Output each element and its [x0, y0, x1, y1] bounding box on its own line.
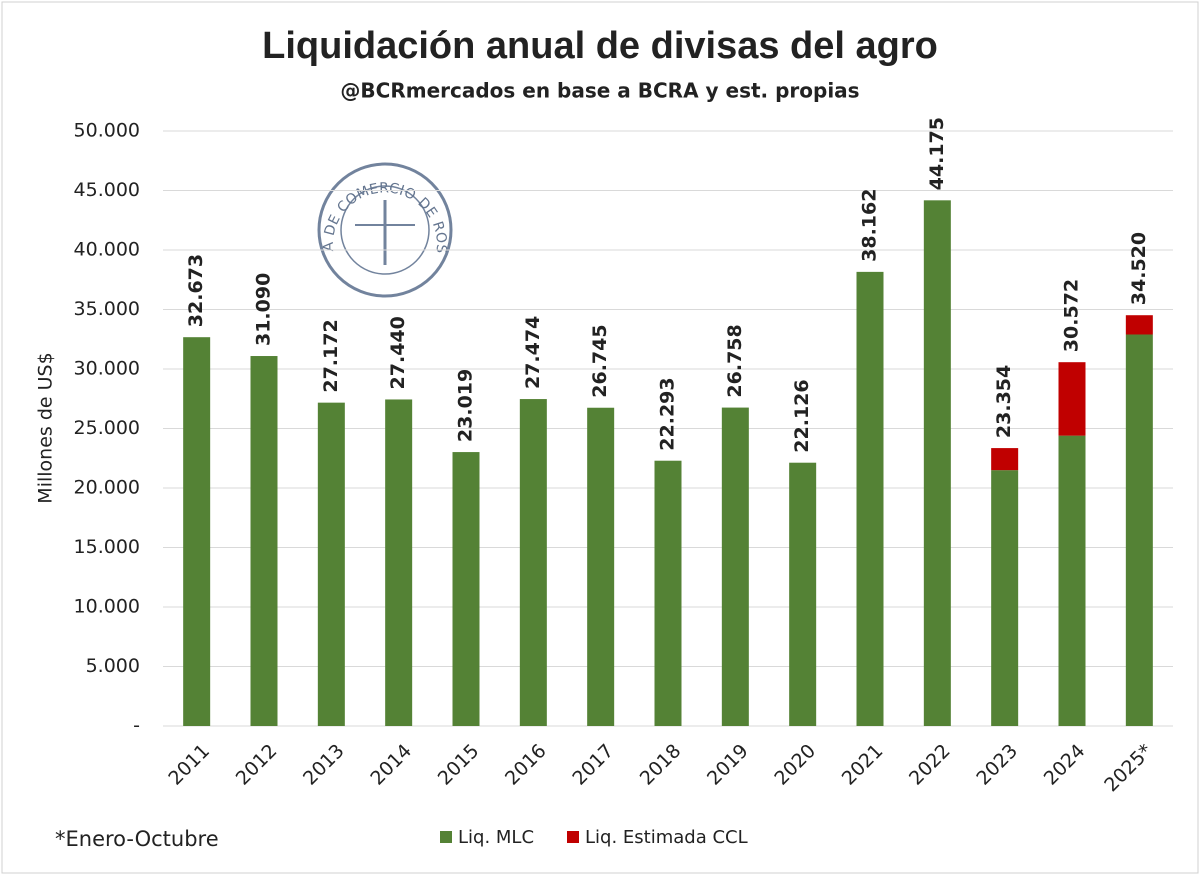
bar-segment [1058, 362, 1086, 436]
total-label: 23.354 [993, 365, 1015, 438]
bar-segment [923, 200, 951, 726]
bar-segment [452, 452, 480, 726]
y-tick-label: 50.000 [74, 120, 140, 142]
bar-segment [991, 448, 1019, 471]
bar-segment [991, 470, 1019, 726]
bar-segment [721, 407, 749, 726]
bar-segment [1125, 334, 1153, 726]
total-label: 27.440 [387, 316, 409, 389]
legend-swatch [440, 831, 452, 843]
bar-segment [250, 356, 278, 726]
y-tick-label: 10.000 [74, 596, 140, 618]
bar-segment [789, 462, 817, 726]
total-label: 22.126 [791, 379, 813, 452]
total-label: 27.172 [320, 319, 342, 392]
bar-segment [519, 399, 547, 726]
total-label: 26.745 [589, 324, 611, 397]
footnote: *Enero-Octubre [55, 827, 219, 851]
total-label: 22.293 [657, 377, 679, 450]
chart-title: Liquidación anual de divisas del agro [262, 25, 938, 67]
bar-segment [654, 460, 682, 726]
y-tick-label: 45.000 [74, 179, 140, 201]
chart-subtitle: @BCRmercados en base a BCRA y est. propi… [340, 79, 859, 103]
bar-segment [1125, 315, 1153, 335]
y-tick-label: 5.000 [86, 655, 140, 677]
y-tick-label: 15.000 [74, 536, 140, 558]
bar-segment [1058, 435, 1086, 726]
y-tick-label: 40.000 [74, 239, 140, 261]
y-tick-label: 30.000 [74, 358, 140, 380]
y-tick-label: 20.000 [74, 477, 140, 499]
total-label: 32.673 [185, 254, 207, 327]
bar-segment [317, 402, 345, 726]
y-axis-label: Millones de US$ [35, 352, 57, 503]
legend-swatch [567, 831, 579, 843]
bar-segment [856, 271, 884, 726]
y-tick-label: 25.000 [74, 417, 140, 439]
total-label: 27.474 [522, 316, 544, 389]
bar-segment [385, 399, 413, 726]
total-label: 30.572 [1061, 279, 1083, 352]
logo-inner [340, 185, 430, 275]
total-label: 26.758 [724, 324, 746, 397]
total-label: 34.520 [1128, 232, 1150, 305]
y-tick-label: 35.000 [74, 298, 140, 320]
bar-segment [587, 407, 615, 726]
legend: Liq. MLC Liq. Estimada CCL [440, 827, 748, 848]
total-label: 23.019 [455, 369, 477, 442]
total-label: 38.162 [859, 189, 881, 262]
legend-label: Liq. MLC [458, 827, 534, 848]
y-tick-label: - [133, 715, 140, 737]
legend-label: Liq. Estimada CCL [585, 827, 748, 848]
bar-segment [183, 337, 211, 726]
total-label: 44.175 [926, 117, 948, 190]
total-label: 31.090 [253, 273, 275, 346]
